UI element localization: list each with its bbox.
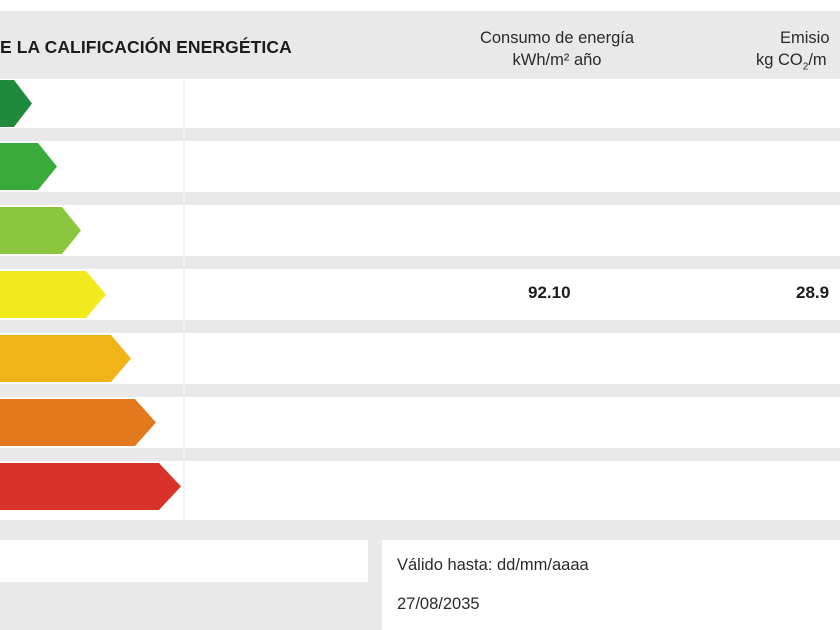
rating-arrow-f [0, 399, 158, 446]
row-separator [0, 320, 840, 333]
valid-until-label: Válido hasta: dd/mm/aaaa [397, 556, 589, 574]
valid-until-date: 27/08/2035 [397, 595, 480, 613]
valid-until-date-cell [382, 584, 840, 630]
rating-arrow-g [0, 463, 183, 510]
rating-arrow-a [0, 80, 34, 127]
valid-until-label-cell [382, 540, 840, 582]
row-separator [0, 256, 840, 269]
emissions-header-units: kg CO2/m [756, 49, 840, 78]
footer-separator [0, 520, 840, 540]
row-separator [0, 448, 840, 461]
row-separator [0, 128, 840, 141]
rating-arrow-shape [0, 271, 106, 318]
row-separator [0, 384, 840, 397]
column-divider [183, 80, 185, 520]
rating-arrow-c [0, 207, 84, 254]
energy-consumption-value: 92.10 [528, 283, 571, 302]
rating-arrow-b [0, 143, 60, 190]
energy-header-units: kWh/m² año [512, 51, 602, 69]
certificate-title: E LA CALIFICACIÓN ENERGÉTICA [0, 37, 292, 57]
emissions-header-line1: Emisio [780, 29, 830, 47]
rating-arrow-shape [0, 335, 131, 382]
energy-header-line1: Consumo de energía [479, 29, 635, 47]
footer-divider [368, 540, 382, 630]
emissions-unit-suffix: /m [808, 51, 827, 69]
energy-consumption-header: Consumo de energía kWh/m² año [437, 27, 677, 71]
rating-arrow-d [0, 271, 108, 318]
rating-arrow-shape [0, 207, 81, 254]
emissions-value: 28.9 [796, 283, 830, 302]
rating-arrow-shape [0, 463, 181, 510]
emissions-unit-prefix: kg CO [756, 51, 803, 69]
emissions-unit-subscript: 2 [802, 61, 809, 73]
rating-arrow-shape [0, 399, 156, 446]
rating-arrow-shape [0, 80, 32, 127]
emissions-header: Emisio kg CO2/m [756, 27, 840, 78]
rating-arrow-e [0, 335, 134, 382]
footer-left-band [0, 582, 368, 630]
footer-left-cell [0, 540, 368, 582]
table-header [0, 11, 840, 79]
row-separator [0, 192, 840, 205]
rating-arrow-shape [0, 143, 57, 190]
